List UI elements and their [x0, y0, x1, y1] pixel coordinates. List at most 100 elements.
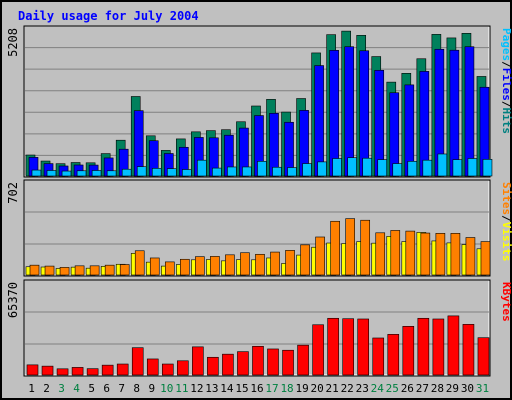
bar-kbytes-day-21	[327, 317, 339, 376]
day-label-18: 18	[280, 382, 293, 395]
day-label-14: 14	[220, 382, 234, 395]
bar-kbytes-day-8	[131, 347, 144, 376]
day-label-23: 23	[356, 382, 369, 395]
bar-sites-day-28	[435, 233, 446, 276]
bar-kbytes-day-19	[297, 344, 309, 376]
bar-pages-day-9	[151, 168, 162, 177]
legend-files: Files	[500, 68, 512, 101]
legend-sites: Sites	[500, 182, 512, 215]
bar-sites-day-20	[315, 236, 325, 276]
day-label-30: 30	[461, 382, 474, 395]
day-label-29: 29	[446, 382, 459, 395]
bar-pages-day-13	[212, 167, 222, 177]
bar-sites-day-18	[285, 250, 295, 276]
bar-pages-day-8	[136, 166, 147, 177]
bar-kbytes-day-20	[312, 324, 324, 376]
day-label-8: 8	[133, 382, 140, 395]
bar-sites-day-16	[255, 253, 265, 276]
bar-sites-day-26	[405, 230, 416, 276]
bar-kbytes-day-12	[192, 346, 204, 376]
day-label-12: 12	[190, 382, 203, 395]
bar-pages-day-12	[197, 159, 207, 177]
bar-sites-day-12	[195, 256, 205, 276]
bar-sites-day-5	[89, 265, 100, 276]
legend-visits: Visits	[500, 222, 512, 262]
bar-sites-day-15	[240, 252, 250, 276]
bar-sites-day-11	[180, 258, 190, 276]
bar-kbytes-day-1	[26, 364, 39, 376]
day-label-1: 1	[28, 382, 35, 395]
bar-pages-day-15	[242, 166, 252, 177]
legend-separator: /	[500, 61, 512, 68]
day-label-3: 3	[58, 382, 65, 395]
bar-sites-day-13	[210, 256, 220, 276]
bar-pages-day-18	[287, 167, 297, 177]
bar-sites-day-30	[465, 237, 476, 276]
bar-kbytes-day-23	[357, 318, 370, 376]
bar-pages-day-26	[407, 161, 418, 177]
bar-kbytes-day-31	[477, 337, 490, 376]
bar-files-day-21	[329, 50, 339, 177]
day-label-4: 4	[73, 382, 80, 395]
series-legend-top: Pages/Files/Hits	[500, 28, 512, 134]
day-label-9: 9	[148, 382, 155, 395]
bar-sites-day-2	[44, 265, 55, 276]
bar-files-day-30	[464, 46, 475, 177]
bar-kbytes-day-24	[372, 337, 385, 376]
bar-pages-day-21	[332, 158, 342, 177]
bar-kbytes-day-9	[146, 358, 159, 376]
bar-sites-day-4	[74, 265, 85, 276]
bar-pages-day-27	[422, 159, 433, 177]
day-label-13: 13	[205, 382, 218, 395]
day-label-5: 5	[88, 382, 95, 395]
day-label-27: 27	[416, 382, 429, 395]
day-label-31: 31	[476, 382, 489, 395]
bar-pages-day-11	[182, 169, 192, 177]
bar-pages-day-17	[272, 166, 282, 177]
bar-kbytes-day-16	[252, 345, 264, 376]
bar-sites-day-6	[104, 264, 115, 276]
bar-sites-day-8	[134, 250, 145, 276]
bar-pages-day-22	[347, 157, 357, 177]
day-label-15: 15	[235, 382, 248, 395]
bar-files-day-23	[359, 50, 370, 177]
bar-kbytes-day-30	[462, 324, 475, 376]
bar-pages-day-6	[106, 170, 117, 177]
bar-sites-day-19	[300, 244, 310, 276]
bar-pages-day-20	[317, 161, 327, 177]
bar-kbytes-day-25	[387, 334, 400, 376]
day-label-2: 2	[43, 382, 50, 395]
bar-kbytes-day-10	[161, 363, 174, 376]
bar-sites-day-7	[119, 264, 130, 276]
bar-kbytes-day-28	[432, 318, 445, 376]
bar-sites-day-17	[270, 251, 280, 276]
bar-pages-day-24	[377, 159, 388, 177]
ymax-label-bottom: 65370	[6, 282, 20, 318]
day-label-17: 17	[265, 382, 278, 395]
day-label-26: 26	[401, 382, 414, 395]
bar-kbytes-day-15	[237, 351, 249, 376]
day-label-10: 10	[160, 382, 173, 395]
chart-title: Daily usage for July 2004	[18, 9, 199, 23]
bar-pages-day-31	[482, 159, 493, 177]
bar-pages-day-16	[257, 161, 267, 177]
legend-hits: Hits	[500, 108, 512, 135]
bar-pages-day-25	[392, 163, 403, 177]
legend-kbytes: KBytes	[500, 282, 512, 322]
bar-kbytes-day-5	[86, 368, 99, 376]
bar-pages-day-5	[91, 170, 102, 177]
bar-sites-day-25	[390, 230, 401, 276]
ymax-label-middle: 702	[6, 182, 20, 204]
day-label-24: 24	[371, 382, 385, 395]
bar-kbytes-day-26	[402, 326, 415, 376]
bar-pages-day-19	[302, 163, 312, 177]
bar-sites-day-23	[360, 219, 371, 276]
day-label-20: 20	[311, 382, 324, 395]
day-label-25: 25	[386, 382, 399, 395]
bar-kbytes-day-13	[207, 356, 219, 376]
day-label-11: 11	[175, 382, 188, 395]
bar-sites-day-22	[345, 218, 355, 276]
bar-pages-day-1	[31, 169, 42, 177]
bar-sites-day-1	[29, 264, 40, 276]
bar-sites-day-10	[164, 261, 175, 276]
